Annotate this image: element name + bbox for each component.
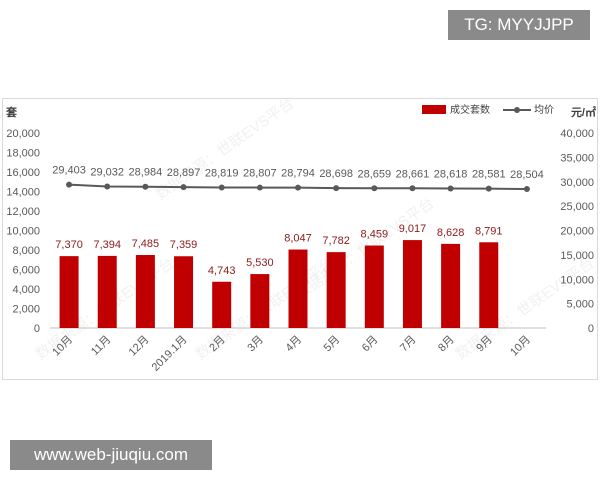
x-tick-label: 4月 xyxy=(284,334,305,355)
line-data-labels: 29,403 29,032 28,984 28,897 28,819 28,807 28,7… xyxy=(52,165,544,181)
bar-value-label: 5,530 xyxy=(246,257,274,269)
bar xyxy=(174,256,194,328)
x-tick-label: 6月 xyxy=(360,334,381,355)
price-marker xyxy=(256,184,263,191)
price-marker xyxy=(371,185,378,192)
price-marker xyxy=(295,184,301,191)
left-tick-label: 14,000 xyxy=(6,187,40,199)
price-marker xyxy=(66,181,73,188)
right-tick-label: 20,000 xyxy=(560,226,594,238)
right-axis-ticks: 0 5,000 10,000 15,000 20,000 25,000 30,000 35,0… xyxy=(560,128,594,335)
right-tick-label: 25,000 xyxy=(560,201,594,213)
chart-frame xyxy=(2,98,598,380)
price-value-label: 28,794 xyxy=(281,168,315,180)
bar-data-labels: 7,370 7,394 7,485 7,359 4,743 5,530 8,047 7,782… xyxy=(55,223,502,277)
bar xyxy=(59,256,79,328)
price-marker xyxy=(142,183,149,190)
bar-series xyxy=(59,240,499,328)
bar xyxy=(135,255,155,328)
price-marker xyxy=(104,183,111,190)
price-marker xyxy=(485,185,492,192)
right-tick-label: 15,000 xyxy=(560,250,594,262)
x-tick-label: 12月 xyxy=(127,334,152,359)
bar-value-label: 8,459 xyxy=(361,229,389,241)
left-tick-label: 0 xyxy=(34,323,40,335)
bar-value-label: 7,394 xyxy=(93,239,121,251)
price-value-label: 28,581 xyxy=(472,169,506,181)
left-axis-unit: 套 xyxy=(6,105,18,119)
x-tick-label: 10月 xyxy=(508,334,533,359)
bar xyxy=(326,252,346,328)
bar xyxy=(402,240,422,328)
left-tick-label: 12,000 xyxy=(6,206,40,218)
left-tick-label: 6,000 xyxy=(12,265,40,277)
legend: 成交套数 均价 xyxy=(422,103,554,116)
price-value-label: 28,897 xyxy=(167,167,201,179)
right-tick-label: 0 xyxy=(588,323,594,335)
bar-value-label: 7,782 xyxy=(322,235,350,247)
price-marker xyxy=(218,184,225,191)
bar xyxy=(441,243,461,328)
bar xyxy=(364,245,384,328)
bar xyxy=(97,255,117,328)
price-marker xyxy=(180,184,187,191)
legend-bar-label: 成交套数 xyxy=(450,103,490,116)
bar xyxy=(250,274,270,328)
bar xyxy=(212,281,232,328)
bar-value-label: 9,017 xyxy=(399,223,427,235)
bar-value-label: 8,791 xyxy=(475,225,503,237)
left-tick-label: 10,000 xyxy=(6,226,40,238)
price-marker xyxy=(523,186,530,193)
right-axis-unit: 元/㎡ xyxy=(571,105,596,119)
x-tick-label: 5月 xyxy=(322,334,343,355)
bar xyxy=(288,249,308,328)
price-marker xyxy=(409,185,416,192)
x-tick-label: 2019.1月 xyxy=(150,334,190,374)
price-value-label: 29,403 xyxy=(52,165,86,177)
url-badge: www.web-jiuqiu.com xyxy=(10,440,212,470)
legend-line-marker xyxy=(514,107,520,113)
bar-value-label: 7,359 xyxy=(170,239,198,251)
right-tick-label: 30,000 xyxy=(560,177,594,189)
price-marker xyxy=(447,185,454,192)
left-axis-ticks: 0 2,000 4,000 6,000 8,000 10,000 12,000 14,000 1… xyxy=(6,128,40,335)
bar-value-label: 7,485 xyxy=(132,238,160,250)
price-value-label: 28,659 xyxy=(357,168,391,180)
left-tick-label: 4,000 xyxy=(12,284,40,296)
right-tick-label: 40,000 xyxy=(560,128,594,140)
legend-bar-swatch xyxy=(422,105,446,114)
bar-value-label: 8,047 xyxy=(284,233,312,245)
left-tick-label: 18,000 xyxy=(6,148,40,160)
bar-value-label: 8,628 xyxy=(437,227,465,239)
price-value-label: 28,807 xyxy=(243,168,277,180)
price-value-label: 28,618 xyxy=(434,168,468,180)
price-value-label: 28,819 xyxy=(205,168,239,180)
x-tick-label: 11月 xyxy=(89,334,113,358)
right-tick-label: 35,000 xyxy=(560,152,594,164)
bar xyxy=(479,242,499,328)
tg-badge: TG: MYYJJPP xyxy=(448,10,590,40)
left-tick-label: 16,000 xyxy=(6,167,40,179)
bar-value-label: 7,370 xyxy=(55,239,83,251)
x-tick-label: 3月 xyxy=(245,334,266,355)
legend-line-label: 均价 xyxy=(534,104,554,116)
price-value-label: 28,698 xyxy=(319,168,353,180)
price-value-label: 28,661 xyxy=(396,168,430,180)
price-value-label: 28,504 xyxy=(510,169,544,181)
price-value-label: 28,984 xyxy=(129,167,163,179)
left-tick-label: 20,000 xyxy=(6,128,40,140)
right-tick-label: 10,000 xyxy=(560,274,594,286)
x-tick-label: 7月 xyxy=(398,334,419,355)
watermark-layer: 数据来源：世联EVS平台数据来源：世联EVS平台数据来源：世联EVS平台数据来源… xyxy=(33,95,598,364)
price-marker xyxy=(333,185,340,192)
left-tick-label: 2,000 xyxy=(12,304,40,316)
line-series xyxy=(66,181,530,193)
price-value-label: 29,032 xyxy=(90,166,124,178)
right-tick-label: 5,000 xyxy=(566,299,594,311)
bar-value-label: 4,743 xyxy=(208,265,236,277)
left-tick-label: 8,000 xyxy=(12,245,40,257)
